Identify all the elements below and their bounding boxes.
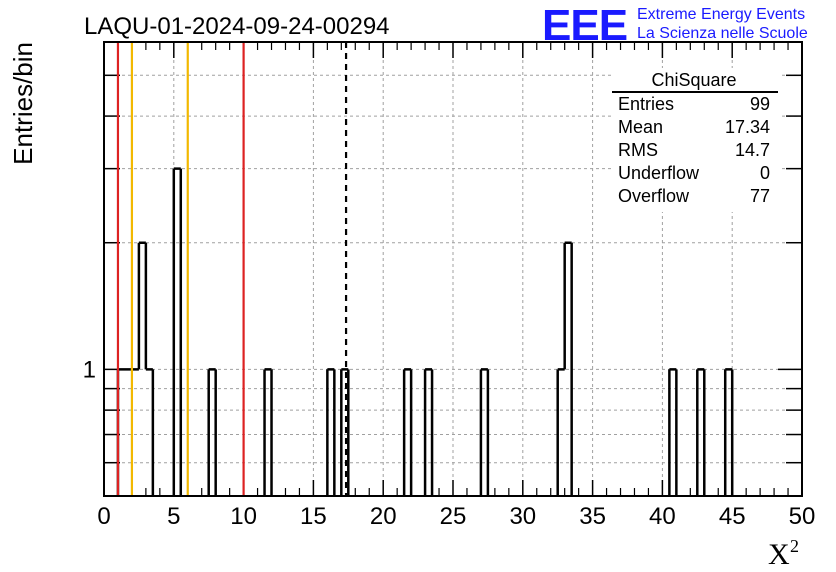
x-tick-label: 5 (167, 503, 180, 530)
y-tick-label: 1 (83, 356, 96, 383)
x-axis-label: X 2 (768, 536, 799, 571)
histogram-bin (669, 369, 676, 496)
stats-value: 14.7 (735, 140, 770, 160)
stats-value: 17.34 (725, 117, 770, 137)
stats-title: ChiSquare (651, 70, 736, 90)
plot-frame (103, 41, 803, 497)
histogram-bin (174, 169, 181, 496)
eee-logo: EEE Extreme Energy Events La Scienza nel… (542, 1, 808, 50)
x-tick-label: 25 (440, 503, 467, 530)
logo-line-2: La Scienza nelle Scuole (637, 25, 808, 42)
stats-value: 77 (750, 186, 770, 206)
x-tick-label: 30 (509, 503, 536, 530)
x-tick-label: 20 (370, 503, 397, 530)
stats-box: ChiSquare Entries 99 Mean 17.34 RMS 14.7 Under… (612, 68, 780, 212)
chart-title: LAQU-01-2024-09-24-00294 (84, 13, 390, 40)
histogram-bin (209, 369, 216, 496)
stats-value: 99 (750, 94, 770, 114)
logo-mark: EEE (542, 1, 627, 50)
stats-label: RMS (618, 140, 658, 160)
x-tick-label: 45 (719, 503, 746, 530)
x-axis-label-main: X (768, 538, 790, 571)
logo-line-1: Extreme Energy Events (637, 6, 805, 23)
stats-value: 0 (760, 163, 770, 183)
histogram-bin (146, 369, 153, 496)
x-axis-label-superscript: 2 (790, 536, 799, 556)
stats-label: Underflow (618, 163, 700, 183)
x-tick-label: 35 (579, 503, 606, 530)
histogram-bin (725, 369, 732, 496)
histogram-bin (404, 369, 411, 496)
histogram-bin (481, 369, 488, 496)
x-tick-label: 15 (300, 503, 327, 530)
x-tick-label: 50 (789, 503, 816, 530)
histogram-bin (341, 369, 348, 496)
x-tick-label: 10 (230, 503, 257, 530)
stats-label: Mean (618, 117, 663, 137)
histogram-bin (565, 243, 572, 496)
histogram-bin (558, 369, 565, 496)
stats-label: Overflow (618, 186, 690, 206)
x-tick-label: 40 (649, 503, 676, 530)
histogram-bin (139, 243, 146, 496)
histogram (116, 167, 734, 496)
tick-labels: 0 5 10 15 20 25 30 35 40 45 50 1 (83, 356, 816, 530)
y-axis-label: Entries/bin (8, 42, 38, 165)
histogram-bin (697, 369, 704, 496)
histogram-bin (265, 369, 272, 496)
histogram-bin (425, 369, 432, 496)
reference-lines (116, 42, 348, 496)
stats-label: Entries (618, 94, 674, 114)
histogram-bin (327, 369, 334, 496)
x-tick-label: 0 (97, 503, 110, 530)
